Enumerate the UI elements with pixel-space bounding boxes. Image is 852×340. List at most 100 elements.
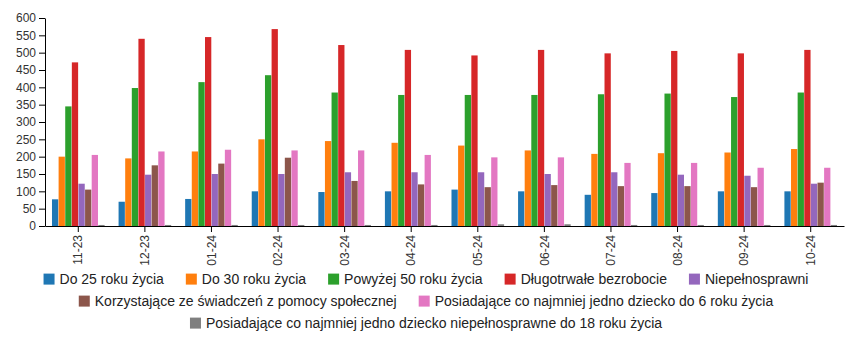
tick: 250 — [16, 133, 45, 147]
bar — [605, 53, 611, 226]
bar — [738, 53, 744, 226]
bar — [684, 186, 690, 226]
legend-swatch — [190, 318, 201, 329]
tick: 100 — [16, 185, 45, 199]
tick: 05-24 — [471, 226, 485, 266]
bar — [731, 97, 737, 226]
bar — [651, 193, 657, 226]
tick-mark — [677, 226, 678, 232]
bar — [498, 224, 504, 226]
bar — [598, 94, 604, 226]
bar — [478, 172, 484, 226]
bar — [611, 172, 617, 226]
bar — [671, 51, 677, 226]
legend-swatch — [505, 274, 516, 285]
bar — [744, 176, 750, 226]
bar — [418, 184, 424, 226]
bar — [791, 149, 797, 226]
tick: 09-24 — [737, 226, 751, 266]
bar — [318, 192, 324, 226]
bar — [258, 139, 264, 226]
bar — [98, 225, 104, 226]
tick-label: 11-23 — [71, 235, 85, 265]
bar — [132, 88, 138, 226]
legend-item: Posiadające co najmniej jedno dziecko ni… — [190, 315, 662, 331]
bar — [764, 225, 770, 226]
bar — [798, 93, 804, 226]
tick-mark — [39, 70, 45, 71]
legend-label: Posiadające co najmniej jedno dziecko ni… — [206, 315, 662, 331]
bar — [398, 95, 404, 226]
bar — [664, 94, 670, 226]
bar — [265, 75, 271, 226]
bar — [278, 174, 284, 226]
legend-item: Korzystające ze świadczeń z pomocy społe… — [79, 293, 397, 309]
bar — [358, 150, 364, 226]
bar-series — [65, 75, 804, 226]
tick-label: 01-24 — [205, 235, 219, 266]
tick-label: 500 — [16, 46, 36, 60]
tick: 550 — [16, 29, 45, 43]
bar — [538, 50, 544, 226]
plot: 05010015020025030035040045050055060011-2… — [16, 11, 845, 265]
tick-label: 100 — [16, 185, 36, 199]
bar — [804, 50, 810, 226]
tick: 02-24 — [271, 226, 285, 266]
tick-label: 200 — [16, 150, 36, 164]
legend-item: Posiadające co najmniej jedno dziecko do… — [419, 293, 774, 309]
bar — [411, 172, 417, 226]
bar — [198, 82, 204, 226]
bar — [92, 155, 98, 226]
tick-label: 06-24 — [538, 235, 552, 266]
tick-label: 600 — [16, 11, 36, 25]
legend-label: Do 25 roku życia — [60, 271, 164, 287]
bar — [545, 174, 551, 226]
bar-series — [59, 139, 798, 226]
tick-mark — [78, 226, 79, 232]
bar — [724, 153, 730, 226]
legend-swatch — [79, 296, 90, 307]
bar — [298, 225, 304, 226]
legend-swatch — [328, 274, 339, 285]
bar — [185, 199, 191, 226]
tick-label: 0 — [29, 219, 36, 233]
bar — [451, 190, 457, 226]
bar — [425, 155, 431, 226]
tick-mark — [810, 226, 811, 232]
legend-item: Do 30 roku życia — [186, 271, 306, 287]
tick-mark — [477, 226, 478, 232]
tick-label: 03-24 — [338, 235, 352, 266]
bar — [345, 172, 351, 226]
legend-label: Korzystające ze świadczeń z pomocy społe… — [95, 293, 397, 309]
tick-label: 50 — [23, 202, 37, 216]
bar — [558, 157, 564, 226]
legend-swatch — [689, 274, 700, 285]
bar — [405, 50, 411, 226]
legend-label: Powyżej 50 roku życia — [344, 271, 483, 287]
bars — [52, 29, 837, 226]
bar — [119, 202, 125, 226]
tick: 08-24 — [671, 226, 685, 266]
bar — [338, 45, 344, 226]
legend-item: Niepełnosprawni — [689, 271, 809, 287]
bar-series — [85, 158, 824, 226]
tick-mark — [610, 226, 611, 232]
bar — [658, 153, 664, 226]
tick-mark — [39, 157, 45, 158]
bar — [85, 190, 91, 226]
axis-line — [46, 226, 845, 227]
bar — [678, 175, 684, 226]
bar — [351, 181, 357, 226]
bar — [585, 195, 591, 226]
bar — [252, 191, 258, 226]
bar — [618, 186, 624, 226]
bar — [624, 163, 630, 226]
legend-label: Długotrwałe bezrobocie — [521, 271, 668, 287]
tick-mark — [39, 105, 45, 106]
bar — [165, 225, 171, 226]
legend-label: Posiadające co najmniej jedno dziecko do… — [435, 293, 774, 309]
bar — [225, 150, 231, 226]
bar — [59, 157, 65, 226]
tick-mark — [211, 226, 212, 232]
bar-series — [72, 29, 811, 226]
